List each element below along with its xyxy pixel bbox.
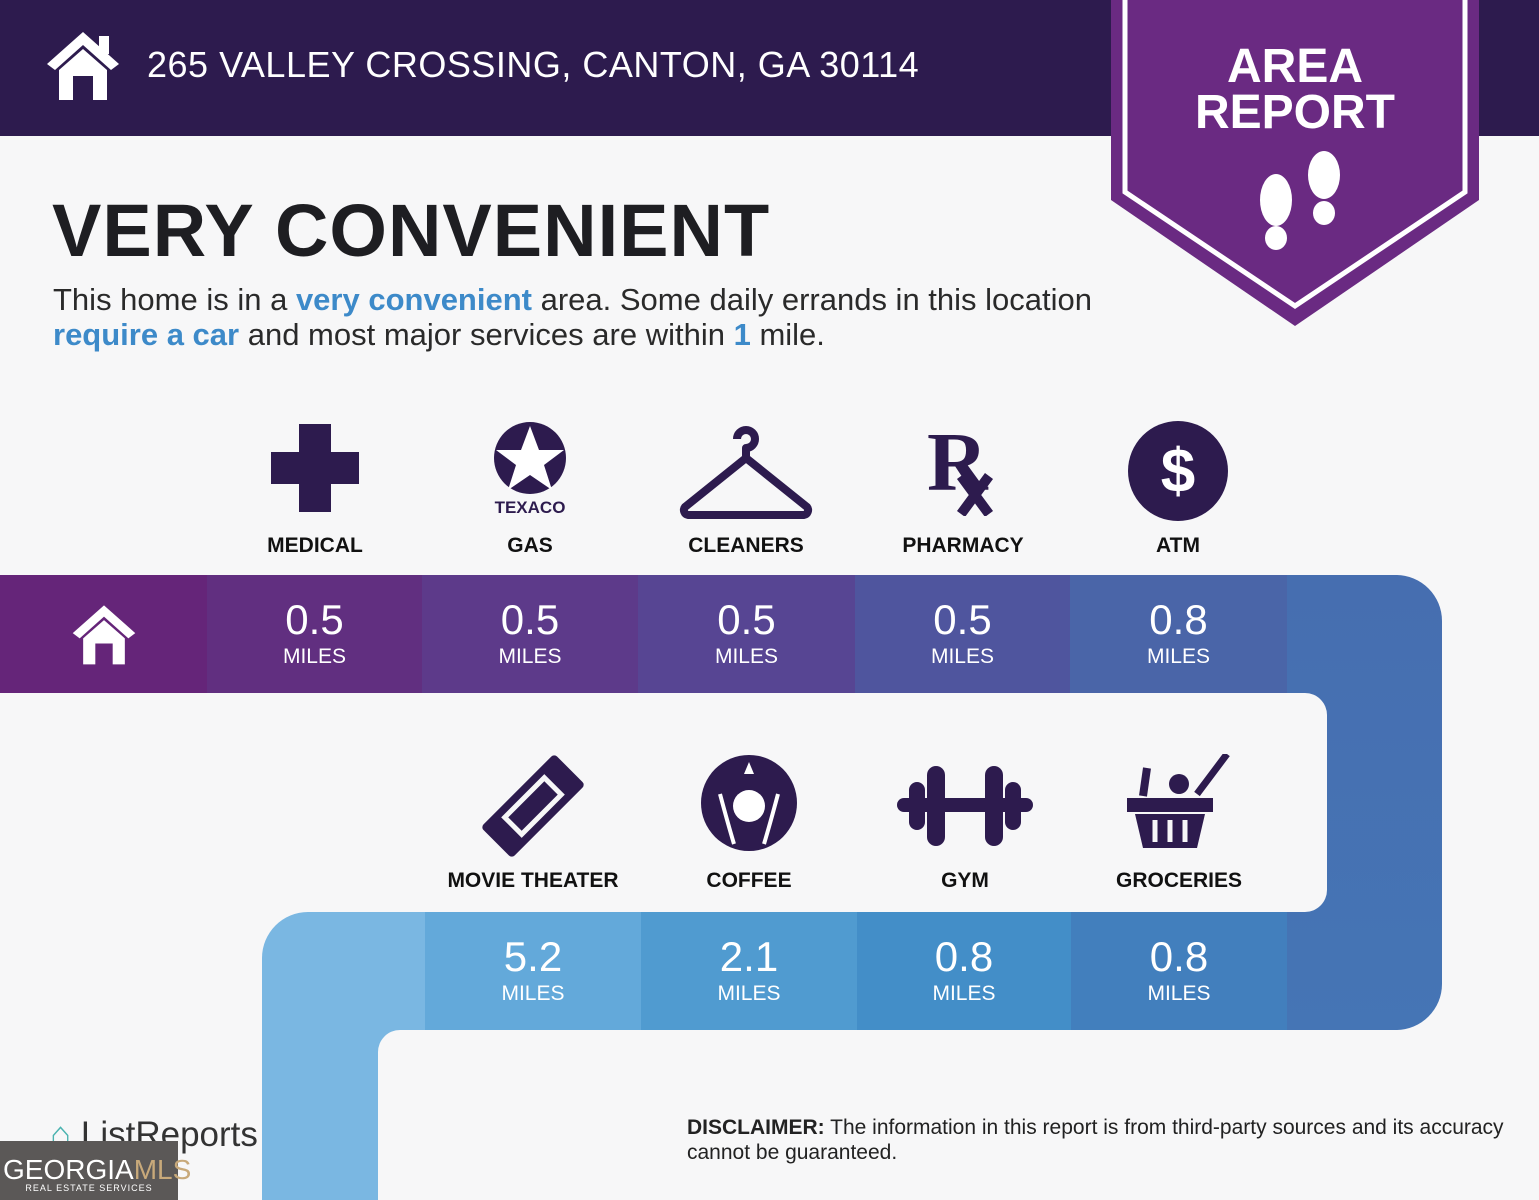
amenity-label: GAS [507, 534, 553, 557]
distance-value: 0.8 [1149, 933, 1209, 980]
distance-value: 5.2 [503, 933, 563, 980]
disclaimer: DISCLAIMER: The information in this repo… [687, 1116, 1504, 1164]
distance-unit: MILES [1147, 982, 1211, 1005]
distance-unit: MILES [501, 982, 565, 1005]
distance-cell: 0.8 MILES [857, 912, 1071, 1030]
svg-text:TEXACO: TEXACO [495, 498, 566, 516]
amenity-pharmacy: R PHARMACY [855, 415, 1071, 565]
distance-cell: 0.8 MILES [1071, 912, 1287, 1030]
page-title: VERY CONVENIENT [52, 189, 771, 272]
route-gap [1200, 693, 1327, 912]
distance-value: 2.1 [719, 933, 779, 980]
distance-unit: MILES [282, 645, 347, 668]
amenity-label: MEDICAL [267, 534, 363, 557]
georgiamls-watermark: GEORGIAMLS REAL ESTATE SERVICES [0, 1141, 191, 1200]
distance-cell: 5.2 MILES [425, 912, 641, 1030]
distance-value: 0.5 [285, 596, 344, 643]
footprints-icon [1260, 151, 1340, 250]
amenity-groceries: GROCERIES [1071, 752, 1287, 902]
distance-unit: MILES [932, 982, 996, 1005]
distance-cell: 0.5 MILES [422, 575, 638, 693]
distance-unit: MILES [717, 982, 781, 1005]
distance-unit: MILES [930, 645, 995, 668]
amenity-label: ATM [1156, 534, 1200, 557]
distance-cell: 2.1 MILES [641, 912, 857, 1030]
route-gap [378, 1030, 438, 1200]
distance-value: 0.5 [933, 596, 992, 643]
description: This home is in a very convenient area. … [53, 282, 1092, 352]
amenity-atm: $ ATM [1070, 415, 1286, 565]
amenity-gym: GYM [857, 752, 1073, 902]
amenity-label: MOVIE THEATER [447, 869, 619, 892]
house-icon [47, 32, 119, 100]
amenity-label: CLEANERS [688, 534, 804, 557]
distance-cell: 0.8 MILES [1070, 575, 1287, 693]
badge-title: AREA REPORT [1194, 40, 1395, 139]
distance-value: 0.8 [1149, 596, 1208, 643]
distance-value: 0.8 [934, 933, 994, 980]
amenity-movie-theater: MOVIE THEATER [425, 752, 641, 902]
home-cell [0, 575, 207, 693]
distance-cell: 0.5 MILES [207, 575, 422, 693]
amenity-label: GYM [941, 869, 989, 892]
svg-text:$: $ [1161, 437, 1195, 506]
distance-value: 0.5 [717, 596, 776, 643]
area-report-badge [1111, 0, 1479, 326]
amenity-coffee: COFFEE [641, 752, 857, 902]
amenity-label: GROCERIES [1115, 869, 1243, 892]
distance-cell: 0.5 MILES [855, 575, 1070, 693]
distance-unit: MILES [498, 645, 562, 668]
amenity-gas: TEXACO GAS [422, 415, 638, 565]
distance-unit: MILES [1146, 645, 1211, 668]
distance-value: 0.5 [500, 596, 560, 643]
amenity-medical: MEDICAL [207, 415, 423, 565]
amenity-label: PHARMACY [902, 534, 1024, 557]
amenity-cleaners: CLEANERS [638, 415, 854, 565]
distance-cell: 0.5 MILES [638, 575, 855, 693]
distance-unit: MILES [714, 645, 779, 668]
property-address: 265 VALLEY CROSSING, CANTON, GA 30114 [147, 44, 920, 85]
house-icon [72, 605, 135, 665]
amenity-label: COFFEE [706, 869, 792, 892]
